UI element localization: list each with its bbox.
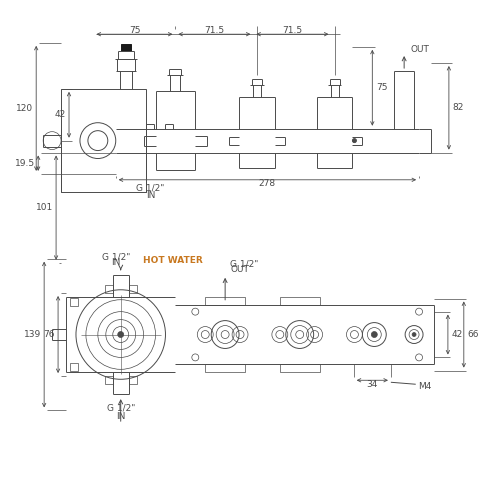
Bar: [70, 364, 78, 372]
Text: G 1/2": G 1/2": [136, 183, 164, 192]
Text: 42: 42: [55, 110, 66, 120]
Text: 75: 75: [376, 84, 388, 92]
Circle shape: [352, 138, 356, 142]
Bar: [105, 376, 113, 384]
Text: 82: 82: [453, 104, 464, 112]
Text: 76: 76: [44, 330, 55, 339]
Text: 139: 139: [24, 330, 41, 339]
Text: 120: 120: [16, 104, 33, 113]
Text: 75: 75: [129, 26, 140, 35]
Circle shape: [412, 332, 416, 336]
Circle shape: [372, 332, 378, 338]
Bar: [105, 285, 113, 293]
Bar: [61, 89, 146, 192]
Text: 101: 101: [36, 203, 53, 212]
Bar: [70, 298, 78, 306]
Circle shape: [118, 332, 124, 338]
Bar: [128, 376, 136, 384]
Text: M4: M4: [418, 382, 431, 390]
Text: IN: IN: [111, 258, 120, 268]
Text: HOT WATER: HOT WATER: [142, 256, 203, 266]
Text: OUT: OUT: [410, 44, 429, 54]
Bar: [120, 44, 130, 51]
Text: 34: 34: [366, 380, 378, 389]
Text: IN: IN: [116, 412, 126, 420]
Bar: [280, 296, 320, 304]
Text: 71.5: 71.5: [282, 26, 302, 35]
Text: G 1/2": G 1/2": [102, 252, 130, 262]
Text: 66: 66: [468, 330, 479, 339]
Bar: [206, 364, 245, 372]
Text: IN: IN: [146, 191, 155, 200]
Text: G 1/2": G 1/2": [106, 404, 135, 412]
Text: G 1/2": G 1/2": [230, 260, 258, 268]
Text: 42: 42: [452, 330, 463, 339]
Bar: [280, 364, 320, 372]
Text: OUT: OUT: [230, 266, 249, 274]
Bar: [206, 296, 245, 304]
Text: 278: 278: [259, 180, 276, 188]
Text: 19.5: 19.5: [15, 158, 35, 168]
Bar: [128, 285, 136, 293]
Text: 71.5: 71.5: [204, 26, 225, 35]
